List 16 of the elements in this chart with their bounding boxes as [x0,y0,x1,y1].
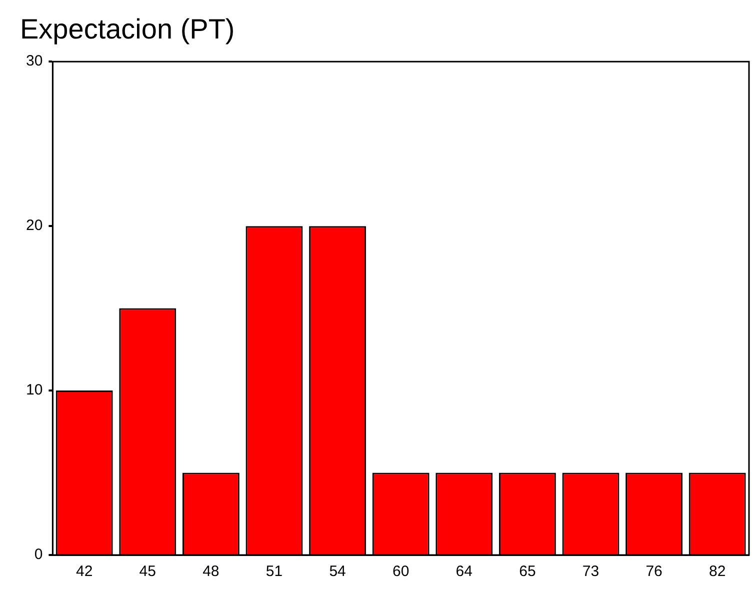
x-tick-label: 48 [202,563,220,580]
y-tick-label: 0 [34,546,43,564]
x-tick-label: 42 [76,563,93,580]
chart-title: Expectacion (PT) [20,14,235,45]
x-tick-label: 82 [709,563,726,580]
y-tick-label: 20 [26,217,43,234]
x-tick-label: 51 [266,563,283,580]
x-tick-label: 65 [519,563,536,580]
y-tick-label: 30 [26,52,43,70]
x-tick-label: 73 [582,563,600,580]
x-tick-label: 60 [392,563,410,580]
x-tick-label: 45 [139,563,156,580]
x-tick-label: 64 [456,563,472,580]
x-tick-label: 54 [329,563,346,580]
y-tick-label: 10 [26,382,43,399]
x-tick-label: 76 [646,563,662,580]
